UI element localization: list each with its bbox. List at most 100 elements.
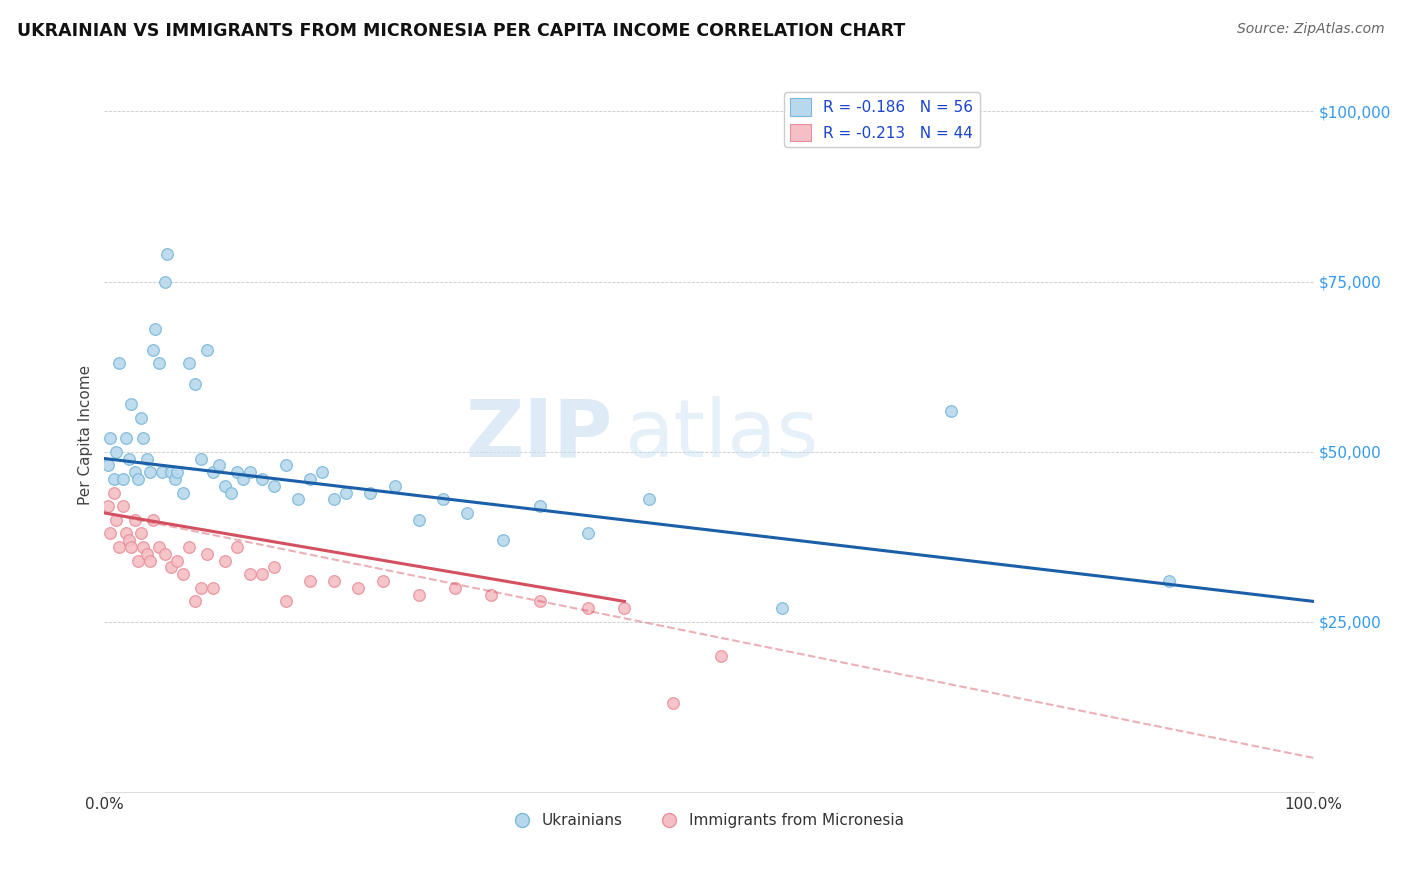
Point (214, 553, 236, 567)
Point (298, 574, 321, 588)
Point (347, 581, 370, 595)
Point (100, 526, 122, 541)
Point (103, 485, 125, 500)
Point (250, 472, 273, 486)
Point (456, 506, 478, 520)
Point (115, 431, 138, 445)
Point (100, 431, 122, 445)
Point (226, 540, 249, 554)
Point (529, 594, 551, 608)
Point (139, 553, 162, 567)
Point (208, 458, 231, 473)
Point (238, 567, 260, 582)
Point (371, 574, 394, 588)
Point (160, 560, 183, 574)
Point (120, 540, 142, 554)
Point (97, 458, 120, 473)
Point (529, 499, 551, 513)
Point (221, 485, 243, 500)
Legend: Ukrainians, Immigrants from Micronesia: Ukrainians, Immigrants from Micronesia (509, 807, 910, 834)
Point (148, 540, 170, 554)
Point (202, 581, 225, 595)
Point (153, 275, 176, 289)
Text: Source: ZipAtlas.com: Source: ZipAtlas.com (1237, 22, 1385, 37)
Point (139, 465, 162, 479)
Point (232, 472, 254, 486)
Point (287, 492, 309, 507)
Point (202, 465, 225, 479)
Point (710, 648, 733, 663)
Point (359, 485, 381, 500)
Point (152, 465, 174, 479)
Point (153, 547, 176, 561)
Point (156, 247, 179, 261)
Point (177, 356, 200, 370)
Point (132, 431, 155, 445)
Point (613, 601, 636, 615)
Point (311, 465, 333, 479)
Point (166, 553, 188, 567)
Point (492, 533, 515, 548)
Point (432, 492, 454, 507)
Point (129, 410, 152, 425)
Point (770, 601, 793, 615)
Point (105, 513, 128, 527)
Text: ZIP: ZIP (465, 396, 613, 474)
Point (148, 356, 170, 370)
Point (124, 465, 146, 479)
Point (97, 499, 120, 513)
Point (124, 513, 146, 527)
Point (163, 472, 186, 486)
Text: atlas: atlas (624, 396, 818, 474)
Point (384, 479, 406, 493)
Point (195, 547, 218, 561)
Point (129, 526, 152, 541)
Point (172, 485, 194, 500)
Y-axis label: Per Capita Income: Per Capita Income (79, 365, 93, 505)
Point (108, 540, 131, 554)
Point (115, 526, 138, 541)
Point (103, 472, 125, 486)
Point (576, 601, 599, 615)
Point (160, 465, 183, 479)
Point (111, 499, 134, 513)
Point (111, 472, 134, 486)
Point (117, 533, 139, 548)
Point (190, 451, 212, 466)
Point (250, 567, 273, 582)
Point (190, 581, 212, 595)
Point (323, 574, 346, 588)
Point (335, 485, 357, 500)
Point (143, 322, 166, 336)
Point (238, 465, 260, 479)
Point (127, 472, 149, 486)
Point (142, 343, 165, 357)
Point (105, 444, 128, 458)
Point (576, 526, 599, 541)
Point (298, 472, 321, 486)
Point (408, 588, 430, 602)
Point (108, 356, 131, 370)
Point (1157, 574, 1180, 588)
Point (117, 451, 139, 466)
Point (274, 594, 297, 608)
Point (662, 697, 685, 711)
Point (142, 513, 165, 527)
Point (135, 547, 157, 561)
Point (637, 492, 659, 507)
Point (939, 404, 962, 418)
Point (166, 465, 188, 479)
Point (408, 513, 430, 527)
Point (184, 376, 207, 391)
Point (263, 479, 285, 493)
Point (444, 581, 467, 595)
Point (479, 588, 502, 602)
Point (323, 492, 346, 507)
Point (135, 451, 157, 466)
Point (120, 397, 142, 411)
Point (226, 465, 249, 479)
Point (177, 540, 200, 554)
Point (132, 540, 155, 554)
Point (263, 560, 285, 574)
Point (184, 594, 207, 608)
